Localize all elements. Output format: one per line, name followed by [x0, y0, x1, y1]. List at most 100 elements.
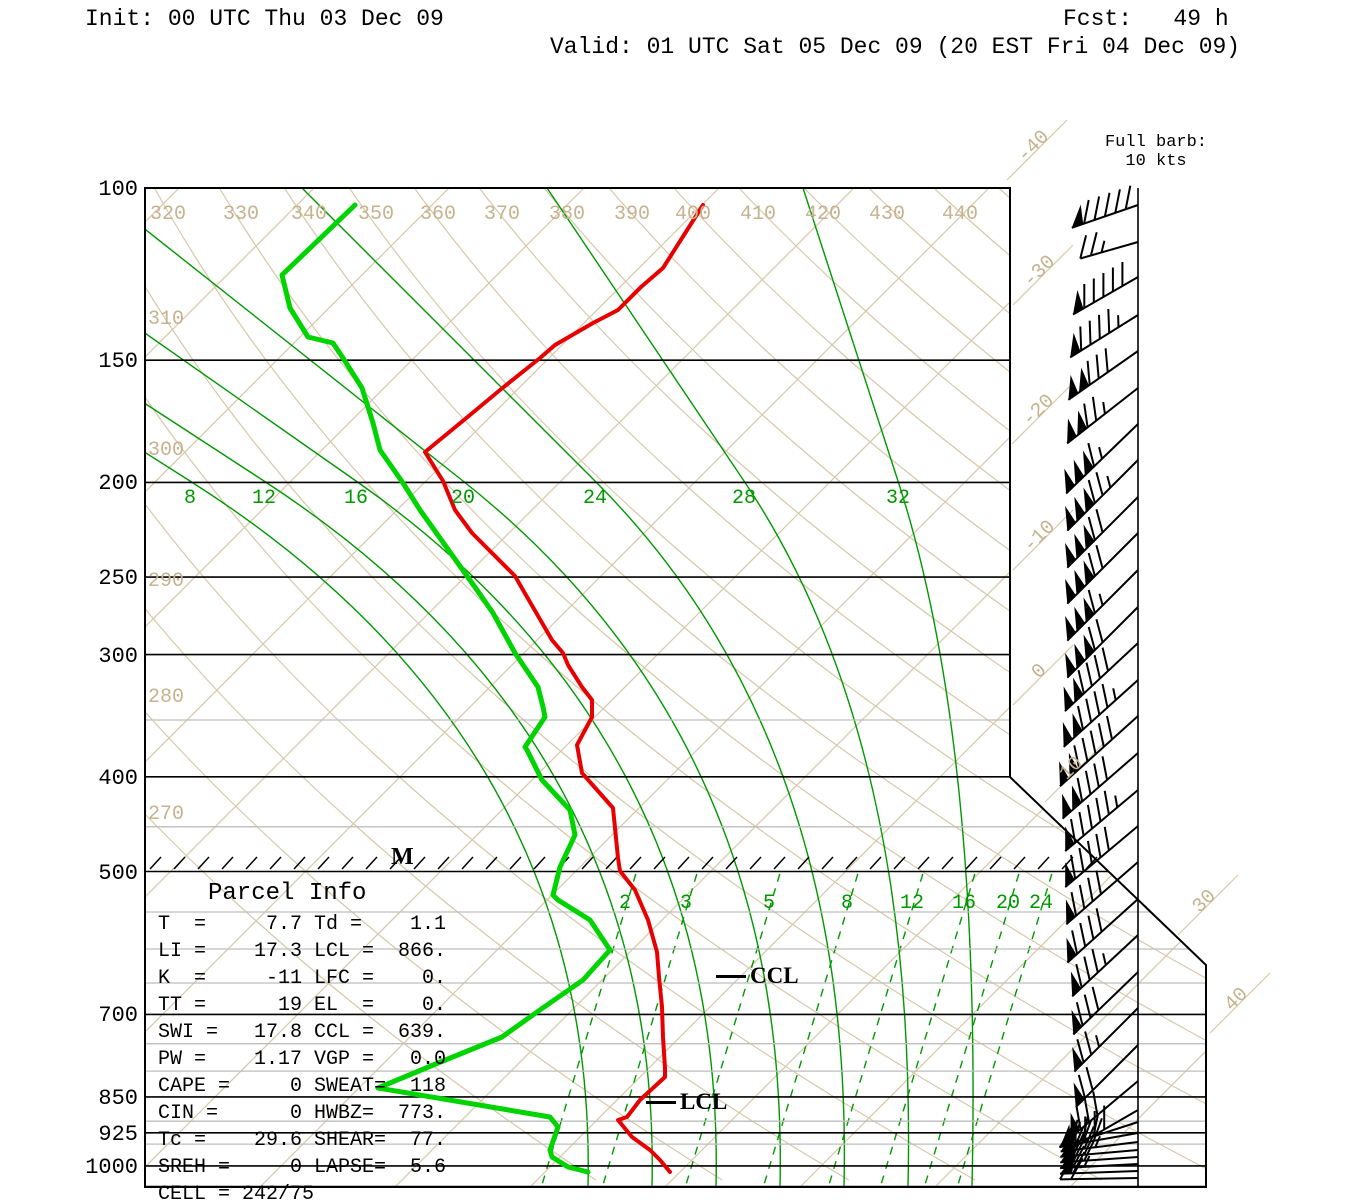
wind-barb-pennant	[1073, 290, 1084, 315]
wind-barb-full	[1101, 683, 1109, 708]
wind-barb-full	[1095, 833, 1102, 858]
wind-barb-full	[1086, 840, 1093, 865]
hatch-tick	[1013, 856, 1026, 870]
pressure-label: 200	[98, 471, 138, 496]
hatch-500mb	[149, 856, 1098, 870]
wind-barb	[1059, 715, 1139, 788]
hatch-tick	[173, 856, 186, 870]
wind-barb-pennant	[1077, 410, 1087, 436]
hatch-tick	[221, 856, 234, 870]
isotherm-line	[145, 188, 353, 1187]
wind-barb-shaft	[1075, 1044, 1139, 1108]
wind-barb-shaft	[1063, 1109, 1139, 1154]
dry-adiabat-line	[343, 188, 1206, 1181]
pressure-label: 925	[98, 1122, 138, 1147]
wind-barb-full	[1103, 826, 1110, 851]
wind-barb-full	[1093, 691, 1101, 716]
wind-barb-full	[1079, 235, 1088, 259]
hatch-tick	[965, 856, 978, 870]
parcel-info-panel: Parcel Info T = 7.7 Td = 1.1 LI = 17.3 L…	[158, 880, 446, 1200]
wind-barb-full	[1095, 797, 1102, 822]
parcel-info-row: SREH = 0 LAPSE= 5.6	[158, 1156, 447, 1179]
wind-barb-shaft	[1065, 423, 1139, 495]
dry-adiabat-line	[666, 188, 1206, 1181]
wind-barb-pennant	[1074, 533, 1085, 559]
wind-barb-full	[1095, 618, 1104, 643]
wind-barb-full	[1085, 698, 1093, 723]
wind-barb	[1066, 387, 1139, 445]
wind-barb	[1072, 1007, 1139, 1073]
wind-barb-pennant	[1070, 971, 1081, 997]
mixing-ratio-line	[956, 873, 1053, 1187]
wind-barb-full	[1075, 963, 1083, 988]
mixing-ratio-label: 24	[1029, 892, 1053, 915]
wind-barb	[1059, 1157, 1139, 1181]
moist-adiabat-label: 8	[184, 487, 196, 510]
parcel-info-row: CIN = 0 HWBZ= 773.	[158, 1102, 447, 1125]
hatch-tick	[989, 856, 1002, 870]
parcel-info-row: Tc = 29.6 SHEAR= 77.	[158, 1129, 447, 1152]
hatch-tick	[749, 856, 762, 870]
isotherm-line	[664, 188, 1206, 1187]
mixing-ratio-label: 12	[900, 892, 924, 915]
wind-barb-pennant	[1083, 560, 1095, 586]
mixing-ratio-label: 20	[996, 892, 1020, 915]
moist-adiabat-line	[802, 188, 974, 1187]
dry-adiabat-label: 410	[740, 203, 776, 226]
isotherm-stub	[1012, 644, 1074, 706]
moist-adiabat-label: 24	[583, 487, 607, 510]
wind-barb-half	[1083, 1155, 1091, 1168]
wind-barb-pennant	[1072, 1046, 1083, 1072]
wind-barb-half	[1102, 401, 1106, 415]
wind-barb-full	[1092, 1117, 1103, 1142]
mixing-ratio-label: 2	[619, 892, 631, 915]
wind-barb-half	[1094, 1135, 1101, 1148]
wind-barb-half	[1100, 240, 1106, 253]
wind-barb-half	[1098, 593, 1104, 606]
hatch-tick	[821, 856, 834, 870]
moist-adiabat-label: 12	[252, 487, 276, 510]
wind-barb	[1069, 308, 1139, 359]
wind-barb-full	[1070, 854, 1077, 879]
dry-adiabat-label: 380	[549, 203, 585, 226]
wind-barb	[1065, 861, 1139, 926]
dry-adiabat-label: 350	[358, 203, 394, 226]
wind-barb-shaft	[1072, 971, 1139, 1036]
dry-adiabat-label: 300	[148, 439, 184, 462]
wind-barb-full	[1083, 199, 1090, 224]
wind-barb-full	[1078, 847, 1085, 872]
isotherm-stub	[1006, 119, 1068, 181]
hatch-tick	[1037, 856, 1050, 870]
wind-barb	[1066, 898, 1139, 964]
hatch-tick	[677, 856, 690, 870]
wind-barb-shaft	[1080, 241, 1139, 260]
wind-barb-shaft	[1064, 789, 1139, 852]
wind-barb-half	[1102, 953, 1107, 966]
pressure-label: 250	[98, 566, 138, 591]
wind-barb-shaft	[1071, 934, 1139, 998]
dry-adiabat-line	[145, 188, 723, 1181]
hatch-tick	[149, 856, 162, 870]
wind-barb-full	[1107, 308, 1111, 334]
wind-barb-full	[1086, 804, 1093, 829]
dry-adiabat-line	[730, 188, 1206, 1181]
dry-adiabat-line	[472, 188, 1206, 1181]
isotherm-line	[145, 188, 893, 1187]
wind-barb-full	[1114, 189, 1121, 213]
parcel-info-row: CAPE = 0 SWEAT= 118	[158, 1075, 447, 1098]
wind-barb-full	[1087, 877, 1094, 902]
ccl-dash	[716, 974, 746, 978]
wind-barb	[1063, 642, 1139, 712]
dry-adiabat-line	[408, 188, 1206, 1181]
wind-barb-full	[1095, 908, 1103, 933]
wind-barb-full	[1091, 986, 1100, 1011]
isotherm-line	[145, 188, 623, 1187]
isotherm-label: 0	[1027, 659, 1052, 684]
mixing-ratio-label: 8	[841, 892, 853, 915]
wind-barb-full	[1085, 662, 1093, 687]
valid-time-text: Valid: 01 UTC Sat 05 Dec 09 (20 EST Fri …	[550, 34, 1241, 60]
wind-barb-full	[1093, 196, 1101, 221]
wind-barb	[1065, 532, 1139, 605]
wind-barb-pennant	[1074, 606, 1085, 632]
moist-adiabat-line	[145, 188, 589, 1187]
